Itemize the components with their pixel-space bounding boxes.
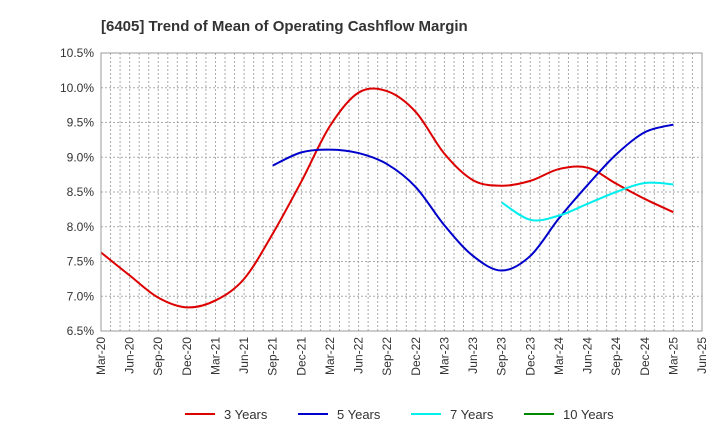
x-tick-label: Jun-22 [352, 337, 366, 374]
series-line-7-years [501, 181, 674, 222]
y-tick-label: 10.0% [60, 81, 94, 95]
chart-title: [6405] Trend of Mean of Operating Cashfl… [101, 18, 468, 35]
gridlines [100, 52, 703, 332]
x-tick-label: Mar-21 [208, 337, 222, 375]
series-line-3-years [100, 87, 674, 309]
y-tick-label: 8.0% [67, 220, 95, 234]
x-tick-label: Dec-21 [294, 337, 308, 376]
series-line-5-years [272, 123, 674, 272]
x-tick-label: Jun-20 [123, 337, 137, 374]
y-tick-label: 6.5% [67, 324, 95, 338]
y-axis-ticks: 6.5% 7.0% 7.5% 8.0% 8.5% 9.0% 9.5% 10.0% 10.5% [60, 46, 94, 338]
y-tick-label: 9.0% [67, 150, 95, 164]
x-tick-label: Jun-24 [581, 337, 595, 374]
x-tick-label: Jun-25 [695, 337, 709, 374]
x-tick-label: Sep-24 [609, 337, 623, 376]
legend-label: 3 Years [224, 407, 268, 422]
plot-frame [100, 52, 703, 332]
y-tick-label: 7.5% [67, 255, 95, 269]
legend-label: 7 Years [450, 407, 494, 422]
y-tick-label: 9.5% [67, 116, 95, 130]
x-tick-label: Mar-20 [94, 337, 108, 375]
x-tick-label: Sep-23 [495, 337, 509, 376]
legend: 3 Years 5 Years 7 Years 10 Years [185, 407, 614, 422]
x-tick-label: Dec-23 [523, 337, 537, 376]
x-tick-label: Jun-23 [466, 337, 480, 374]
y-tick-label: 8.5% [67, 185, 95, 199]
y-tick-label: 7.0% [67, 289, 95, 303]
x-tick-label: Mar-22 [323, 337, 337, 375]
x-axis-ticks: Mar-20 Jun-20 Sep-20 Dec-20 Mar-21 Jun-21 Sep-… [94, 337, 709, 376]
legend-label: 5 Years [337, 407, 381, 422]
x-tick-label: Mar-23 [437, 337, 451, 375]
x-tick-label: Dec-22 [409, 337, 423, 376]
legend-label: 10 Years [563, 407, 614, 422]
x-tick-label: Sep-21 [266, 337, 280, 376]
x-tick-label: Sep-22 [380, 337, 394, 376]
x-tick-label: Jun-21 [237, 337, 251, 374]
x-tick-label: Mar-24 [552, 337, 566, 375]
series-lines [100, 87, 674, 309]
x-tick-label: Mar-25 [666, 337, 680, 375]
x-tick-label: Sep-20 [151, 337, 165, 376]
y-tick-label: 10.5% [60, 46, 94, 60]
x-tick-label: Dec-20 [180, 337, 194, 376]
x-tick-label: Dec-24 [638, 337, 652, 376]
